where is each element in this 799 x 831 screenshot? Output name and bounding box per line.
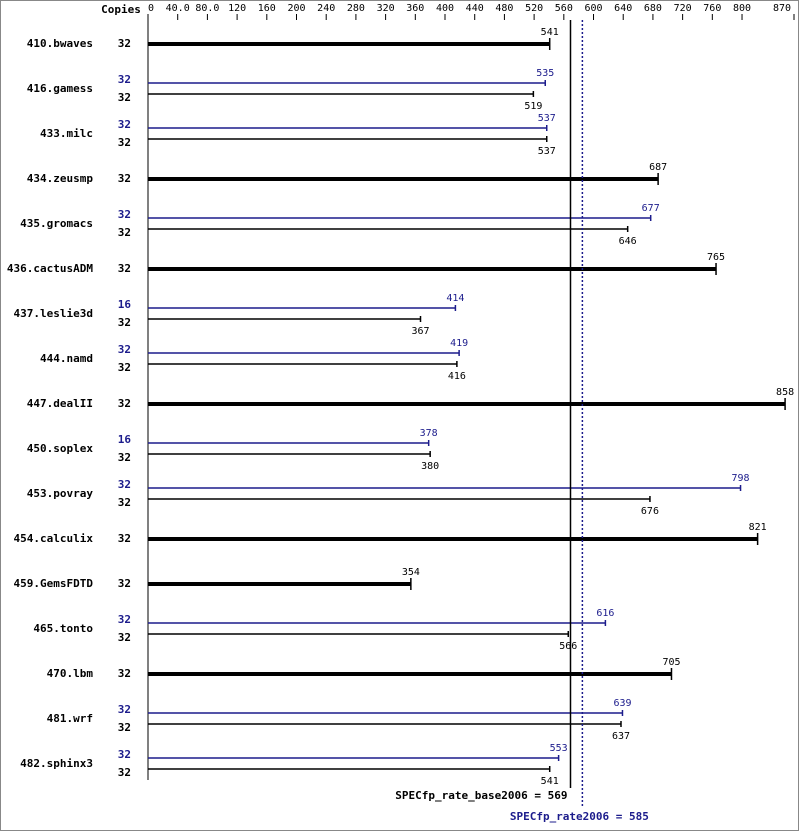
- x-tick-label: 680: [644, 3, 662, 14]
- x-tick-label: 440: [466, 3, 484, 14]
- benchmark-label: 444.namd: [40, 352, 93, 365]
- peak-copies: 32: [118, 118, 131, 131]
- base-copies: 32: [118, 226, 131, 239]
- peak-value: 639: [613, 698, 631, 709]
- base-value: 858: [776, 387, 794, 398]
- base-value: 637: [612, 731, 630, 742]
- x-tick-label: 870: [773, 3, 791, 14]
- x-tick-label: 520: [525, 3, 543, 14]
- base-copies: 32: [118, 766, 131, 779]
- peak-value: 419: [450, 338, 468, 349]
- base-value: 687: [649, 162, 667, 173]
- peak-copies: 32: [118, 748, 131, 761]
- base-summary-label: SPECfp_rate_base2006 = 569: [395, 789, 567, 802]
- benchmark-label: 459.GemsFDTD: [14, 577, 94, 590]
- x-tick-label: 600: [584, 3, 602, 14]
- base-copies: 32: [118, 316, 131, 329]
- peak-copies: 32: [118, 343, 131, 356]
- x-tick-label: 200: [287, 3, 305, 14]
- base-copies: 32: [118, 451, 131, 464]
- base-value: 646: [619, 236, 637, 247]
- x-tick-label: 80.0: [195, 3, 219, 14]
- base-copies: 32: [118, 172, 131, 185]
- peak-value: 378: [420, 428, 438, 439]
- peak-value: 414: [446, 293, 464, 304]
- base-copies: 32: [118, 361, 131, 374]
- base-value: 416: [448, 371, 466, 382]
- base-copies: 32: [118, 91, 131, 104]
- peak-value: 616: [596, 608, 614, 619]
- benchmark-label: 450.soplex: [27, 442, 94, 455]
- base-value: 541: [541, 27, 559, 38]
- peak-copies: 16: [118, 298, 132, 311]
- base-copies: 32: [118, 577, 131, 590]
- x-tick-label: 160: [258, 3, 276, 14]
- x-tick-label: 280: [347, 3, 365, 14]
- base-value: 380: [421, 461, 439, 472]
- base-value: 705: [662, 657, 680, 668]
- benchmark-label: 410.bwaves: [27, 37, 93, 50]
- base-value: 676: [641, 506, 659, 517]
- x-tick-label: 560: [555, 3, 573, 14]
- x-tick-label: 120: [228, 3, 246, 14]
- benchmark-label: 436.cactusADM: [7, 262, 93, 275]
- benchmark-label: 470.lbm: [47, 667, 94, 680]
- peak-copies: 32: [118, 208, 131, 221]
- x-tick-label: 240: [317, 3, 335, 14]
- base-value: 566: [559, 641, 577, 652]
- peak-copies: 32: [118, 478, 131, 491]
- base-copies: 32: [118, 262, 131, 275]
- peak-copies: 32: [118, 703, 131, 716]
- base-copies: 32: [118, 136, 131, 149]
- base-value: 821: [749, 522, 767, 533]
- peak-summary-label: SPECfp_rate2006 = 585: [510, 810, 649, 823]
- x-tick-label: 400: [436, 3, 454, 14]
- base-copies: 32: [118, 667, 131, 680]
- x-tick-label: 640: [614, 3, 632, 14]
- base-value: 367: [411, 326, 429, 337]
- peak-copies: 32: [118, 613, 131, 626]
- benchmark-label: 416.gamess: [27, 82, 93, 95]
- base-copies: 32: [118, 631, 131, 644]
- x-tick-label: 320: [377, 3, 395, 14]
- benchmark-label: 454.calculix: [14, 532, 94, 545]
- base-value: 537: [538, 146, 556, 157]
- peak-value: 798: [732, 473, 750, 484]
- peak-copies: 16: [118, 433, 132, 446]
- benchmark-label: 437.leslie3d: [14, 307, 93, 320]
- x-tick-label: 0: [148, 3, 154, 14]
- x-tick-label: 480: [495, 3, 513, 14]
- benchmark-label: 447.dealII: [27, 397, 93, 410]
- benchmark-label: 433.milc: [40, 127, 93, 140]
- benchmark-label: 453.povray: [27, 487, 94, 500]
- peak-value: 537: [538, 113, 556, 124]
- base-value: 765: [707, 252, 725, 263]
- peak-copies: 32: [118, 73, 131, 86]
- benchmark-label: 434.zeusmp: [27, 172, 94, 185]
- peak-value: 677: [642, 203, 660, 214]
- x-tick-label: 360: [406, 3, 424, 14]
- copies-header: Copies: [101, 3, 141, 16]
- base-copies: 32: [118, 397, 131, 410]
- base-copies: 32: [118, 496, 131, 509]
- base-copies: 32: [118, 721, 131, 734]
- base-value: 519: [524, 101, 542, 112]
- x-tick-label: 800: [733, 3, 751, 14]
- base-value: 354: [402, 567, 420, 578]
- x-tick-label: 720: [674, 3, 692, 14]
- base-value: 541: [541, 776, 559, 787]
- x-tick-label: 760: [703, 3, 721, 14]
- peak-value: 535: [536, 68, 554, 79]
- benchmark-label: 482.sphinx3: [20, 757, 93, 770]
- base-copies: 32: [118, 37, 131, 50]
- x-tick-label: 40.0: [166, 3, 190, 14]
- benchmark-label: 465.tonto: [33, 622, 93, 635]
- base-copies: 32: [118, 532, 131, 545]
- peak-value: 553: [550, 743, 568, 754]
- benchmark-label: 481.wrf: [47, 712, 93, 725]
- benchmark-label: 435.gromacs: [20, 217, 93, 230]
